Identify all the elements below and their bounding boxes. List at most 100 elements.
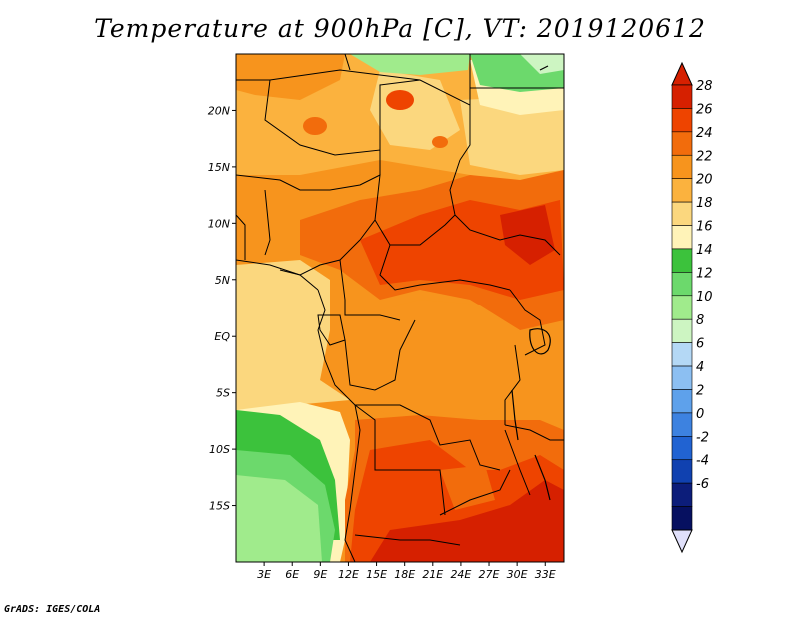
lat-tick-label: 20N [208,104,230,117]
border-namibia [354,534,461,546]
colorbar-swatch [671,178,693,203]
lat-tick-label: 15N [208,161,230,174]
field-south-hottest [370,480,564,562]
colorbar-label: 0 [696,407,704,422]
colorbar-label: 14 [696,243,713,258]
border-congo [344,319,416,391]
border-malawi [504,429,531,496]
lon-tick-label: 27E [479,568,500,581]
field-central-hottest [500,205,555,265]
border-benin [264,189,271,256]
colorbar-swatch [671,295,693,320]
map-frame [235,53,565,563]
colorbar-label: 18 [696,196,713,211]
lon-tick-label: 9E [313,568,327,581]
border-sudan [449,159,561,256]
field-libya-cool [460,95,564,175]
colorbar-swatch [671,131,693,156]
colorbar-swatch [671,154,693,179]
lon-tick-label: 33E [535,568,556,581]
border-gabon [317,314,346,346]
lon-tick-label: 15E [366,568,387,581]
lakes [511,65,551,501]
border-sahel [236,174,381,241]
colorbar-bottom-arrow [671,529,693,554]
colorbar-label: 24 [696,126,713,141]
colorbar-label: 20 [696,173,713,188]
colorbar-label: 4 [696,360,704,375]
colorbar-swatch [671,459,693,484]
field-sa-lightgreen [236,475,322,562]
field-congo [340,300,520,420]
colorbar-swatch [671,436,693,461]
colorbar-swatch [671,342,693,367]
lake-tanganyika [511,389,519,441]
lat-tick-label: EQ [214,330,230,343]
border-coast-gulf [236,259,319,291]
lon-tick-label: 3E [257,568,271,581]
colorbar-label: -4 [696,454,709,469]
colorbar-label: 12 [696,266,713,281]
border-chad-n [379,79,421,150]
colorbar-swatch [671,318,693,343]
colorbar-swatch [671,482,693,507]
colorbar-swatch [671,201,693,226]
lon-tick-label: 24E [450,568,471,581]
field-north-green [350,54,470,75]
lon-tick-label: 18E [394,568,415,581]
colorbar-swatch [671,412,693,437]
longitude-ticks: 3E 6E 9E 12E 15E 18E 21E 24E 27E 30E 33E [257,562,556,581]
colorbar-label: 28 [696,79,713,94]
border-uganda [509,289,546,356]
temperature-field [236,54,564,562]
colorbar-label: -2 [696,430,709,445]
border-tanzania [504,424,564,441]
colorbar-swatch [671,225,693,250]
colorbar-label: 10 [696,290,713,305]
colorbar-label: -6 [696,477,709,492]
colorbar-top-arrow [671,61,693,86]
lon-tick-label: 12E [338,568,359,581]
border-nigeria-cameroon [279,239,361,276]
country-borders [236,54,564,562]
lat-tick-label: 15S [209,500,230,513]
lon-tick-label: 30E [507,568,528,581]
grads-credit: GrADS: IGES/COLA [4,604,101,615]
colorbar-label: 6 [696,337,704,352]
colorbar-label: 26 [696,102,713,117]
map-title: Temperature at 900hPa [C], VT: 201912061… [94,14,706,43]
lake-victoria [529,328,551,355]
border-niger [264,79,381,175]
border-car-drc [379,244,511,291]
colorbar-swatch [671,248,693,273]
nile-delta [539,65,549,71]
field-atlantic-cool [236,260,350,410]
colorbar-swatch [671,389,693,414]
border-westafrica [236,214,246,260]
border-sahara [236,69,471,161]
colorbar-swatch [671,84,693,109]
lat-tick-label: 5N [215,274,230,287]
field-ne-lightgreen [520,54,564,74]
field-hotspot-2 [303,117,327,135]
lat-tick-label: 5S [216,387,230,400]
lat-tick-label: 10N [208,217,230,230]
colorbar-label: 16 [696,220,713,235]
colorbar-label: 8 [696,313,704,328]
border-coastline [317,289,361,562]
border-drc-south [355,404,501,471]
colorbar-swatch [671,272,693,297]
border-angola [354,404,446,516]
colorbar-label: 22 [696,149,713,164]
border-cameroon-congo [339,259,401,321]
field-hotspot-1 [386,90,414,110]
lake-malawi [534,454,551,501]
colorbar-swatch [671,506,693,531]
colorbar-swatch [671,365,693,390]
field-hotspot-3 [432,136,448,148]
lat-tick-label: 10S [209,443,230,456]
border-chad-car [374,214,456,246]
border-zambia [439,469,511,516]
